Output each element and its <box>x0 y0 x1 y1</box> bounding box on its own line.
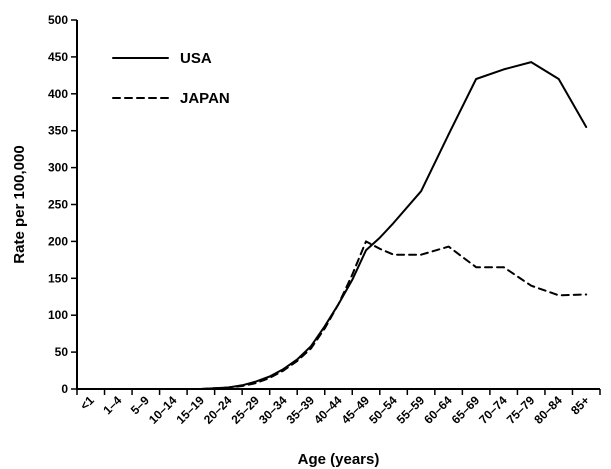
series-layer <box>199 61 588 390</box>
y-tick-label: 450 <box>48 50 68 64</box>
x-tick-label: 60–64 <box>421 393 455 427</box>
x-tick-label: 1–4 <box>100 393 124 417</box>
x-tick-label: 40–44 <box>311 393 345 427</box>
x-tick-label: 85+ <box>568 393 592 417</box>
series-line-japan <box>199 240 588 390</box>
y-tick-label: 50 <box>55 345 69 359</box>
x-tick-label: 25–29 <box>229 393 263 427</box>
x-tick-label: 35–39 <box>284 393 318 427</box>
x-tick-label: 70–74 <box>476 393 510 427</box>
x-tick-label: 15–19 <box>173 393 207 427</box>
y-tick-label: 500 <box>48 13 68 27</box>
x-tick-label: 10–14 <box>146 393 180 427</box>
y-tick-label: 100 <box>48 308 68 322</box>
x-tick-label: 80–84 <box>531 393 565 427</box>
y-tick-label: 300 <box>48 161 68 175</box>
x-tick-label: 75–79 <box>504 393 538 427</box>
x-axis-title: Age (years) <box>298 451 380 468</box>
legend-label-japan: JAPAN <box>180 90 230 107</box>
y-axis: 0 50 100 150 200 250 300 350 400 450 500 <box>48 13 78 396</box>
y-tick-label: 200 <box>48 234 68 248</box>
legend: USA JAPAN <box>112 50 230 107</box>
x-tick-label: 55–59 <box>394 393 428 427</box>
x-tick-label: <1 <box>77 393 97 413</box>
y-tick-label: 150 <box>48 271 68 285</box>
x-tick-label: 65–69 <box>449 393 483 427</box>
x-tick-label: 45–49 <box>339 393 373 427</box>
legend-label-usa: USA <box>180 50 212 67</box>
y-axis-title: Rate per 100,000 <box>11 145 28 263</box>
series-line-usa <box>199 61 588 390</box>
x-axis: <1 1–4 5–910–1415–1920–2425–2930–3435–3940… <box>76 388 601 427</box>
x-tick-label: 30–34 <box>256 393 290 427</box>
y-tick-label: 400 <box>48 87 68 101</box>
y-tick-label: 0 <box>61 382 68 396</box>
y-tick-label: 250 <box>48 198 68 212</box>
y-tick-label: 350 <box>48 124 68 138</box>
x-tick-label: 20–24 <box>201 393 235 427</box>
x-tick-label: 50–54 <box>366 393 400 427</box>
